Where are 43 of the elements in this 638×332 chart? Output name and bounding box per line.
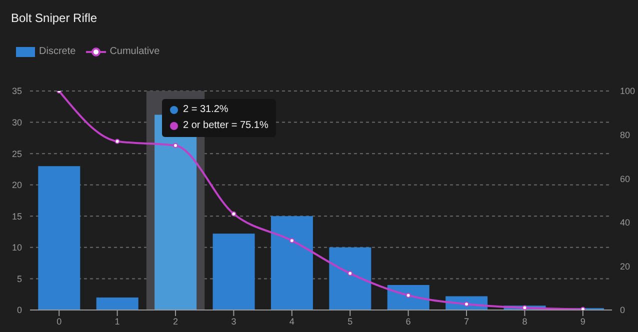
x-tick-label: 5 xyxy=(348,316,353,326)
x-tick-label: 9 xyxy=(580,316,586,326)
chart-title: Bolt Sniper Rifle xyxy=(11,11,98,25)
point xyxy=(522,305,528,310)
point xyxy=(173,143,178,148)
legend-label: Discrete xyxy=(39,46,76,57)
x-tick-label: 7 xyxy=(464,316,470,326)
y2-tick-label: 60 xyxy=(620,174,630,184)
bar xyxy=(270,216,313,310)
y2-tick-label: 20 xyxy=(620,261,630,272)
x-tick-label: 3 xyxy=(231,316,236,326)
y-tick-label: 30 xyxy=(12,117,22,128)
point xyxy=(231,211,236,216)
point xyxy=(289,238,294,244)
bar xyxy=(38,166,80,310)
annotation: 2 = 31.2% xyxy=(183,103,228,117)
legend-label: Cumulative xyxy=(110,46,160,57)
y2-tick-label: 80 xyxy=(620,130,630,140)
y-tick-label: 0 xyxy=(16,305,22,316)
point xyxy=(406,292,411,298)
annotation: 2 or better = 75.1% xyxy=(183,119,268,133)
y-tick-label: 5 xyxy=(16,274,22,284)
bar xyxy=(96,297,138,310)
point xyxy=(114,138,120,144)
x-tick-label: 6 xyxy=(406,316,411,326)
point xyxy=(348,270,353,276)
bar xyxy=(212,234,255,310)
y-tick-label: 25 xyxy=(12,148,22,159)
y-tick-label: 20 xyxy=(12,180,22,190)
y2-tick-label: 40 xyxy=(620,218,630,228)
y-tick-label: 35 xyxy=(12,86,22,96)
x-tick-label: 2 xyxy=(172,316,178,326)
bar xyxy=(329,247,372,310)
bar xyxy=(387,284,430,310)
x-tick-label: 8 xyxy=(522,316,528,326)
y2-tick-label: 100 xyxy=(620,86,636,96)
y-tick-label: 15 xyxy=(12,211,22,222)
x-tick-label: 1 xyxy=(114,316,120,326)
y2-tick-label: 0 xyxy=(620,305,626,316)
y-tick-label: 10 xyxy=(12,242,22,253)
x-tick-label: 4 xyxy=(289,316,294,326)
x-tick-label: 0 xyxy=(56,316,62,326)
point xyxy=(464,302,469,307)
